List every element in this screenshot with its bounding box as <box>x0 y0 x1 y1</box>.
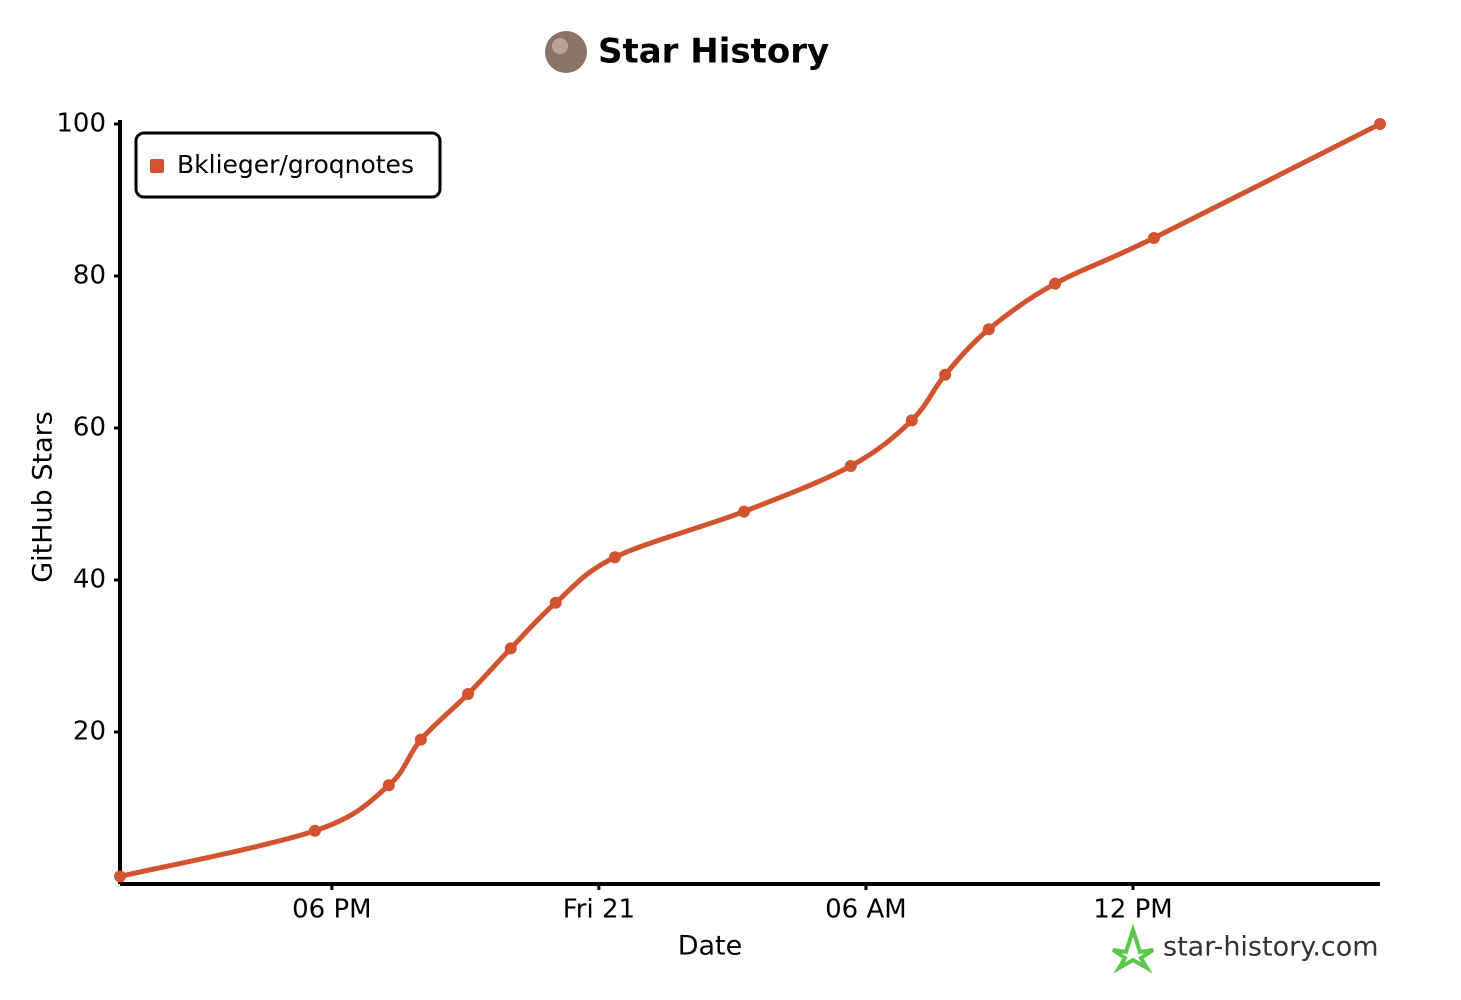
series-line <box>117 121 1383 879</box>
data-point <box>549 596 562 609</box>
y-axis-label: GitHub Stars <box>28 411 59 583</box>
data-point <box>982 323 995 336</box>
avatar-highlight <box>552 38 568 54</box>
y-tick-label: 60 <box>73 413 106 443</box>
y-tick-label: 100 <box>56 109 106 139</box>
watermark: star-history.com <box>1163 932 1379 963</box>
y-tick-label: 20 <box>73 717 106 747</box>
y-tick-label: 40 <box>73 565 106 595</box>
data-point <box>1147 232 1160 244</box>
data-point <box>114 870 126 883</box>
legend-box <box>134 131 442 199</box>
legend-swatch <box>150 159 164 173</box>
x-axis-label: Date <box>678 931 743 962</box>
x-tick-label: Fri 21 <box>563 895 635 925</box>
title-avatar <box>545 31 587 73</box>
data-point <box>905 414 918 427</box>
x-tick-label: 06 PM <box>292 895 371 925</box>
data-point <box>1374 118 1386 130</box>
data-point <box>382 779 395 792</box>
data-point <box>462 688 475 700</box>
data-point <box>608 551 621 564</box>
watermark-logo <box>1111 923 1155 974</box>
data-point <box>1049 277 1062 290</box>
data-point <box>504 642 517 655</box>
data-point <box>844 460 857 472</box>
data-point <box>308 824 321 837</box>
data-point <box>737 505 750 518</box>
x-tick-label: 12 PM <box>1093 895 1172 925</box>
data-point <box>939 368 952 381</box>
legend-label: Bklieger/groqnotes <box>177 150 414 179</box>
y-tick-label: 80 <box>73 261 106 291</box>
chart-title: Star History <box>598 32 829 72</box>
x-tick-label: 06 AM <box>825 895 907 925</box>
data-point <box>414 733 427 746</box>
